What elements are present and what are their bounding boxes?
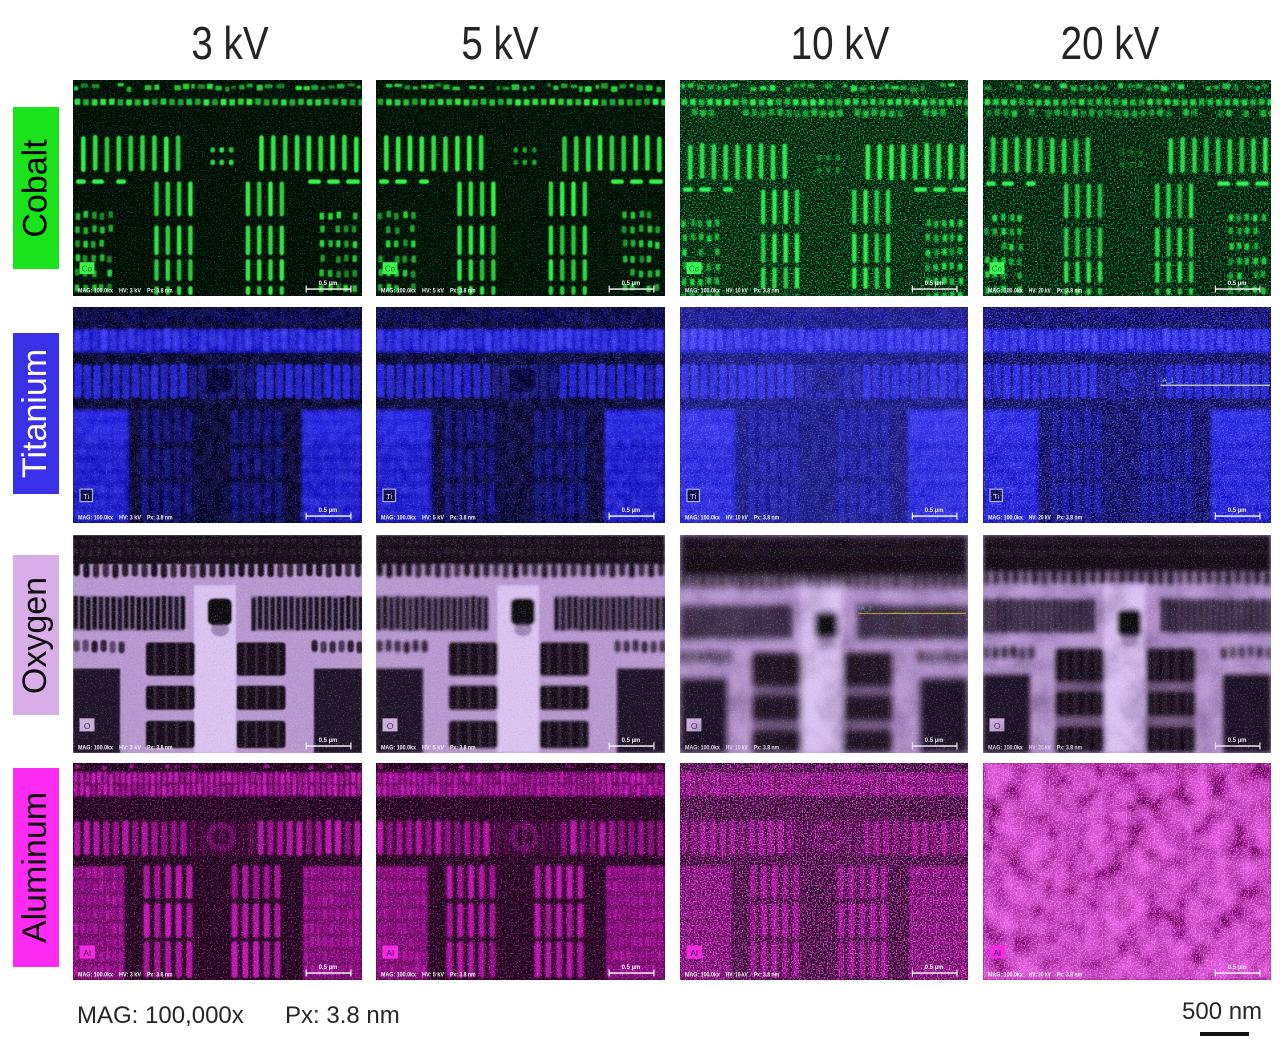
svg-text:MAG: 100.0kx: MAG: 100.0kx: [685, 972, 720, 978]
svg-text:Px: 3.8 nm: Px: 3.8 nm: [450, 973, 476, 979]
svg-text:0.5 µm: 0.5 µm: [622, 965, 641, 971]
svg-text:HV: 5 kV: HV: 5 kV: [422, 973, 444, 979]
svg-text:Px: 3.8 nm: Px: 3.8 nm: [754, 972, 779, 978]
svg-text:HV: 10 kV: HV: 10 kV: [726, 972, 748, 978]
svg-text:MAG: 100.0kx: MAG: 100.0kx: [988, 972, 1023, 978]
svg-text:0.5 µm: 0.5 µm: [1228, 965, 1247, 971]
svg-text:Px: 3.8 nm: Px: 3.8 nm: [1057, 972, 1082, 978]
svg-text:Al: Al: [690, 948, 698, 958]
svg-text:Al: Al: [386, 948, 394, 958]
svg-text:Al: Al: [993, 948, 1001, 958]
svg-text:HV: 20 kV: HV: 20 kV: [1029, 972, 1051, 978]
svg-text:Al: Al: [83, 948, 91, 958]
svg-text:HV: 3 kV: HV: 3 kV: [119, 973, 141, 979]
svg-text:MAG: 100.0kx: MAG: 100.0kx: [381, 973, 417, 979]
svg-text:Px: 3.8 nm: Px: 3.8 nm: [147, 973, 173, 979]
svg-text:0.5 µm: 0.5 µm: [319, 965, 338, 971]
svg-text:0.5 µm: 0.5 µm: [925, 965, 944, 971]
svg-text:MAG: 100.0kx: MAG: 100.0kx: [78, 973, 114, 979]
